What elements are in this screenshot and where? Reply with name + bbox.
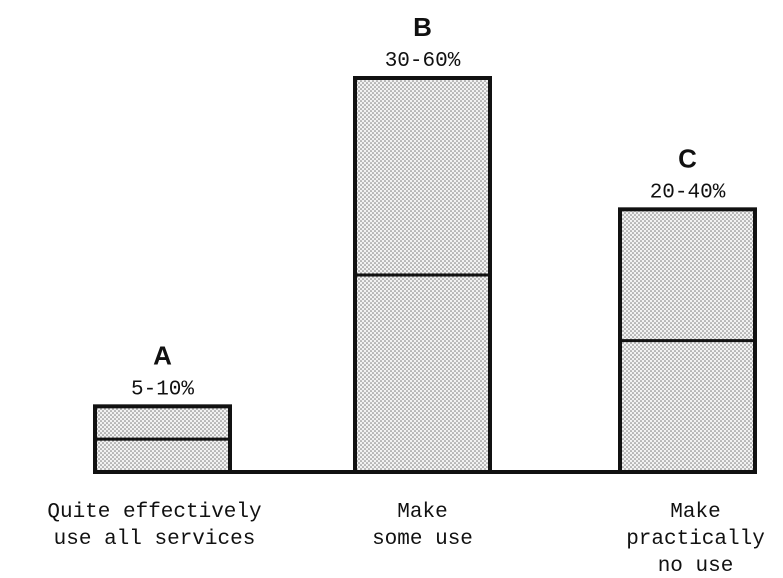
value-label: 5-10% (131, 378, 194, 401)
bar-letter: A (153, 340, 172, 370)
category-label: use all services (54, 528, 256, 551)
category-label: Make (670, 501, 720, 524)
value-label: 30-60% (385, 50, 461, 73)
category-label: practically (626, 528, 765, 551)
value-label: 20-40% (650, 181, 726, 204)
bar-letter: C (678, 143, 697, 173)
category-label: Quite effectively (47, 501, 261, 524)
category-label: Make (397, 501, 447, 524)
category-label: some use (372, 528, 473, 551)
bar-letter: B (413, 12, 432, 42)
category-label: no use (658, 555, 734, 578)
